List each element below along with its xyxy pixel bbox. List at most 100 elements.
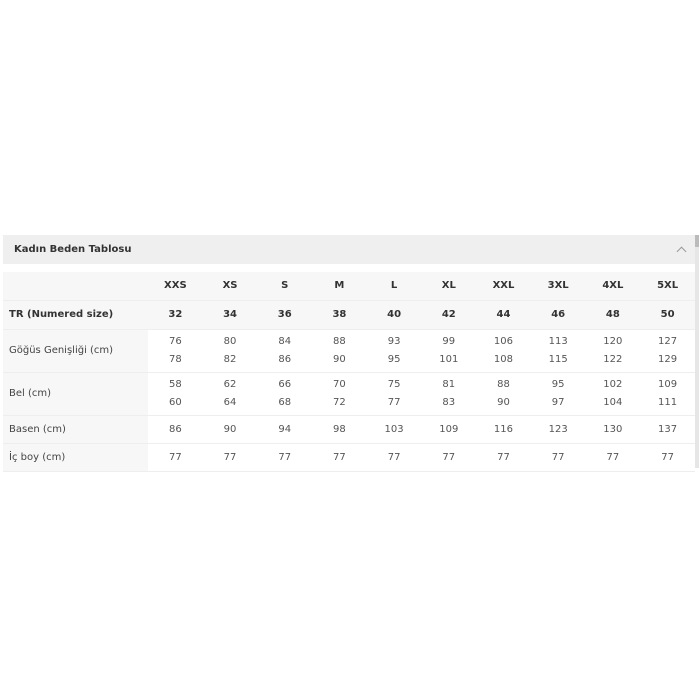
table-cell: 48 <box>585 300 641 330</box>
size-header: S <box>257 272 313 301</box>
cell-value-min: 80 <box>223 336 237 347</box>
table-cell: 76 78 <box>148 329 203 373</box>
size-header: XL <box>421 272 477 301</box>
table-cell: 80 82 <box>202 329 258 373</box>
table-cell: 109 <box>421 415 477 444</box>
cell-value-min: 106 <box>493 336 514 347</box>
table-cell: 116 <box>476 415 531 444</box>
table-cell: 77 <box>476 443 531 472</box>
table-cell: 77 <box>257 443 313 472</box>
cell-value-min: 66 <box>278 379 292 390</box>
accordion-header[interactable]: Kadın Beden Tablosu <box>3 235 695 264</box>
cell-value-max: 78 <box>168 354 182 365</box>
table-cell: 38 <box>312 300 367 330</box>
cell-value-max: 111 <box>658 397 678 408</box>
cell-value-min: 58 <box>168 379 182 390</box>
table-cell: 102 104 <box>585 372 641 416</box>
cell-value-max: 101 <box>439 354 459 365</box>
size-table: XXS XS S M L XL XXL 3XL 4XL 5XL TR (Numered size) 3… <box>3 272 695 472</box>
cell-value-min: 93 <box>387 336 401 347</box>
size-header: 4XL <box>585 272 641 301</box>
cell-value-min: 81 <box>442 379 456 390</box>
table-row: TR (Numered size) 32 34 36 38 40 42 44 46 48 50 <box>3 300 695 330</box>
table-cell: 77 <box>530 443 586 472</box>
cell-value-max: 68 <box>278 397 292 408</box>
table-cell: 46 <box>530 300 586 330</box>
table-cell: 103 <box>366 415 422 444</box>
cell-value-min: 88 <box>497 379 510 390</box>
cell-value-min: 113 <box>548 336 568 347</box>
table-cell: 95 97 <box>530 372 586 416</box>
table-cell: 137 <box>640 415 695 444</box>
table-row: Bel (cm) 58 60 62 64 66 68 70 72 75 77 81 83 88 90 95 97… <box>3 372 695 416</box>
cell-value-min: 99 <box>442 336 456 347</box>
table-cell: 130 <box>585 415 641 444</box>
cell-value-max: 60 <box>168 397 182 408</box>
cell-value-max: 83 <box>442 397 456 408</box>
table-cell: 70 72 <box>312 372 367 416</box>
table-cell: 106 108 <box>476 329 531 373</box>
table-cell: 113 115 <box>530 329 586 373</box>
cell-value-max: 77 <box>387 397 401 408</box>
cell-value-max: 108 <box>493 354 514 365</box>
size-header: 3XL <box>530 272 586 301</box>
scrollbar-thumb[interactable] <box>695 235 699 247</box>
table-cell: 36 <box>257 300 313 330</box>
table-cell: 109 111 <box>640 372 695 416</box>
table-cell: 77 <box>148 443 203 472</box>
table-cell: 93 95 <box>366 329 422 373</box>
table-cell: 50 <box>640 300 695 330</box>
cell-value-min: 62 <box>223 379 237 390</box>
size-header: XXS <box>148 272 203 301</box>
size-header: XS <box>202 272 258 301</box>
table-cell: 42 <box>421 300 477 330</box>
cell-value-min: 84 <box>278 336 292 347</box>
size-header: L <box>366 272 422 301</box>
cell-value-min: 102 <box>603 379 623 390</box>
table-row: İç boy (cm) 77 77 77 77 77 77 77 77 77 77 <box>3 443 695 472</box>
table-cell: 77 <box>640 443 695 472</box>
table-cell: 84 86 <box>257 329 313 373</box>
table-cell: 77 <box>421 443 477 472</box>
table-row: Basen (cm) 86 90 94 98 103 109 116 123 130 137 <box>3 415 695 444</box>
row-label: Basen (cm) <box>3 415 148 444</box>
cell-value-max: 129 <box>658 354 678 365</box>
cell-value-max: 97 <box>551 397 565 408</box>
table-cell: 88 90 <box>312 329 367 373</box>
size-header: 5XL <box>640 272 695 301</box>
cell-value-max: 104 <box>603 397 623 408</box>
cell-value-min: 127 <box>658 336 678 347</box>
table-cell: 120 122 <box>585 329 641 373</box>
table-cell: 77 <box>585 443 641 472</box>
table-header-row: XXS XS S M L XL XXL 3XL 4XL 5XL <box>3 272 695 301</box>
cell-value-max: 86 <box>278 354 292 365</box>
cell-value-max: 90 <box>333 354 346 365</box>
scrollbar[interactable] <box>695 235 699 468</box>
table-cell: 94 <box>257 415 313 444</box>
table-cell: 81 83 <box>421 372 477 416</box>
table-cell: 32 <box>148 300 203 330</box>
size-header: M <box>312 272 367 301</box>
size-header: XXL <box>476 272 531 301</box>
row-label: TR (Numered size) <box>3 300 148 330</box>
table-cell: 58 60 <box>148 372 203 416</box>
table-cell: 62 64 <box>202 372 258 416</box>
table-cell: 90 <box>202 415 258 444</box>
table-cell: 34 <box>202 300 258 330</box>
table-cell: 40 <box>366 300 422 330</box>
cell-value-max: 64 <box>223 397 237 408</box>
table-cell: 123 <box>530 415 586 444</box>
cell-value-min: 76 <box>168 336 182 347</box>
cell-value-min: 109 <box>658 379 678 390</box>
cell-value-min: 70 <box>333 379 346 390</box>
chevron-up-icon[interactable] <box>676 246 687 257</box>
cell-value-min: 75 <box>387 379 401 390</box>
cell-value-max: 95 <box>387 354 401 365</box>
cell-value-min: 88 <box>333 336 346 347</box>
table-cell: 86 <box>148 415 203 444</box>
cell-value-max: 115 <box>548 354 568 365</box>
cell-value-max: 122 <box>603 354 623 365</box>
table-cell: 77 <box>312 443 367 472</box>
cell-value-min: 95 <box>551 379 565 390</box>
cell-value-min: 120 <box>603 336 623 347</box>
